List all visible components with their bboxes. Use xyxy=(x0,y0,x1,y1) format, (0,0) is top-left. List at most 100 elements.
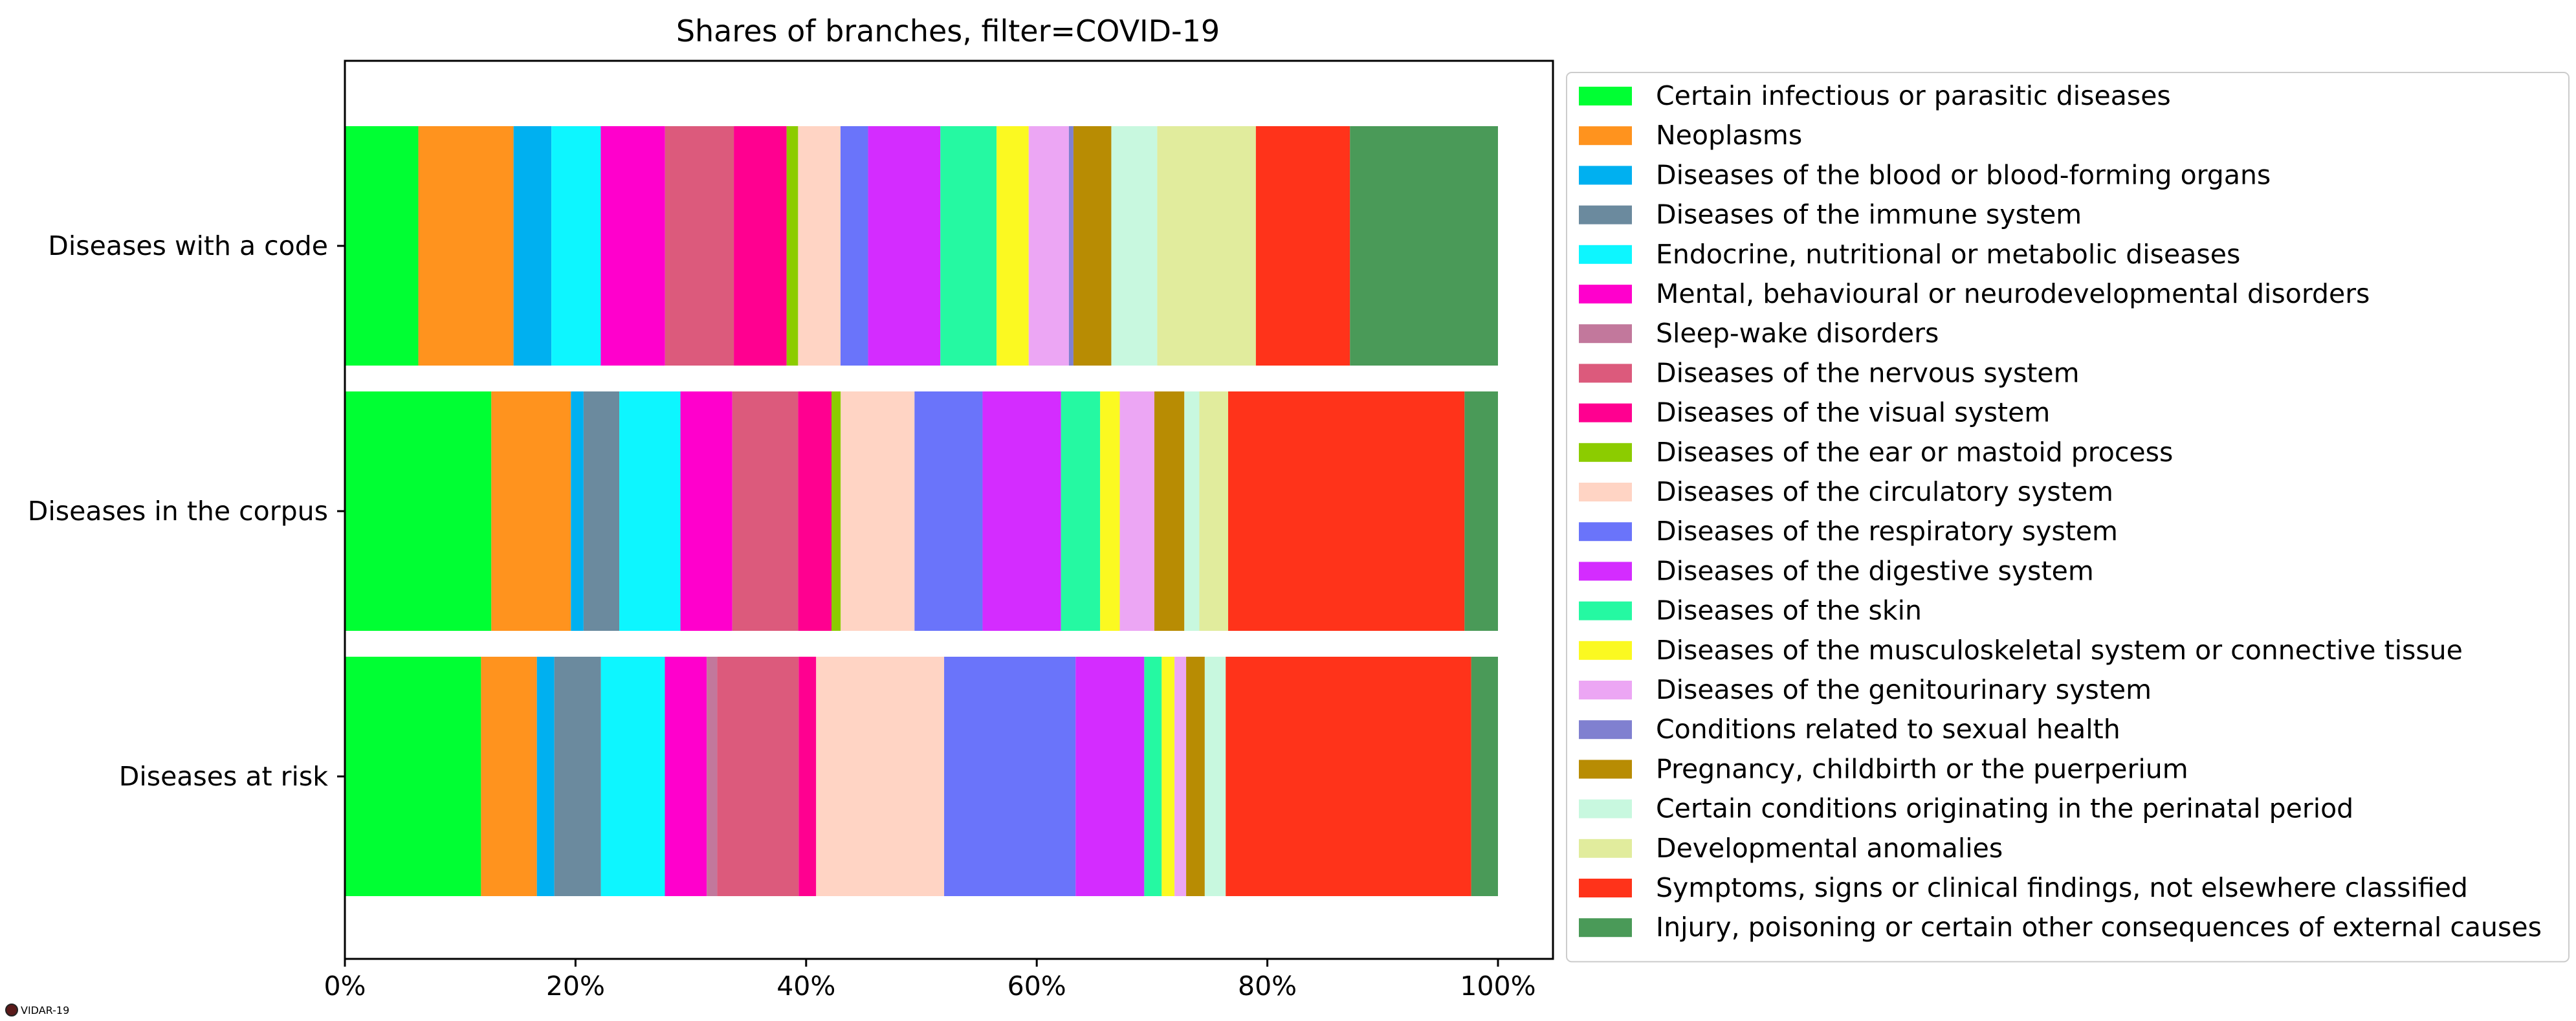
bar-segment-1-21 xyxy=(1464,391,1498,631)
bar-segment-1-2 xyxy=(571,391,584,631)
bar-segment-1-13 xyxy=(1061,391,1101,631)
legend-label: Conditions related to sexual health xyxy=(1656,714,2120,745)
legend-label: Diseases of the circulatory system xyxy=(1656,476,2113,507)
bar-segment-0-19 xyxy=(1157,126,1256,366)
bar-segment-0-14 xyxy=(996,126,1029,366)
bar-segment-2-6 xyxy=(707,657,718,896)
bar-segment-0-12 xyxy=(868,126,941,366)
y-tick-label: Diseases at risk xyxy=(119,761,328,792)
legend-label: Sleep-wake disorders xyxy=(1656,318,1939,349)
watermark-logo-icon xyxy=(5,1004,18,1016)
bar-segment-0-2 xyxy=(513,126,552,366)
legend-swatch xyxy=(1579,918,1632,938)
watermark-text: VIDAR-19 xyxy=(21,1004,69,1016)
bar-segment-2-0 xyxy=(345,657,481,896)
legend-label: Diseases of the skin xyxy=(1656,595,1922,626)
legend-label: Symptoms, signs or clinical findings, no… xyxy=(1656,872,2468,903)
legend-swatch xyxy=(1579,285,1632,303)
bar-segment-0-5 xyxy=(600,126,665,366)
legend: Certain infectious or parasitic diseases… xyxy=(1566,72,2570,963)
x-tick-label: 40% xyxy=(776,971,835,1002)
y-axis: Diseases with a code Diseases in the corp… xyxy=(28,230,345,792)
legend-swatch xyxy=(1579,760,1632,779)
bar-segment-0-21 xyxy=(1350,126,1498,366)
legend-label: Diseases of the visual system xyxy=(1656,397,2050,428)
bar-segment-1-0 xyxy=(345,391,492,631)
legend-swatch xyxy=(1579,562,1632,581)
bar-segment-2-20 xyxy=(1226,657,1471,896)
bar-segment-2-3 xyxy=(554,657,601,896)
legend-label: Diseases of the ear or mastoid process xyxy=(1656,437,2173,468)
bar-segment-0-18 xyxy=(1111,126,1158,366)
bar-segment-2-15 xyxy=(1174,657,1187,896)
bar-segment-1-19 xyxy=(1199,391,1229,631)
bar-segment-1-18 xyxy=(1184,391,1200,631)
legend-swatch xyxy=(1579,641,1632,660)
legend-swatch xyxy=(1579,601,1632,620)
bar-segment-0-1 xyxy=(418,126,514,366)
x-tick-label: 0% xyxy=(324,971,366,1002)
legend-swatch xyxy=(1579,403,1632,423)
x-tick-label: 20% xyxy=(546,971,605,1002)
legend-swatch xyxy=(1579,720,1632,740)
bar-segment-1-14 xyxy=(1100,391,1120,631)
bar-segment-2-5 xyxy=(665,657,707,896)
legend-label: Endocrine, nutritional or metabolic dise… xyxy=(1656,239,2240,270)
legend-label: Developmental anomalies xyxy=(1656,833,2003,864)
legend-swatch xyxy=(1579,879,1632,897)
legend-swatch xyxy=(1579,839,1632,858)
legend-swatch xyxy=(1579,205,1632,225)
legend-label: Mental, behavioural or neurodevelopmenta… xyxy=(1656,278,2370,309)
bar-segment-1-10 xyxy=(841,391,915,631)
bar-segment-2-14 xyxy=(1161,657,1175,896)
y-tick-label: Diseases with a code xyxy=(48,230,328,261)
bar-segment-2-13 xyxy=(1144,657,1162,896)
legend-swatch xyxy=(1579,87,1632,105)
legend-label: Diseases of the genitourinary system xyxy=(1656,674,2152,705)
bar-segment-2-10 xyxy=(816,657,945,896)
legend-label: Diseases of the respiratory system xyxy=(1656,516,2118,547)
bar-segment-2-4 xyxy=(600,657,665,896)
bar-segment-2-21 xyxy=(1471,657,1498,896)
bar-segment-0-11 xyxy=(840,126,868,366)
bar-segment-1-20 xyxy=(1228,391,1465,631)
bar-segment-1-7 xyxy=(732,391,798,631)
bar-segment-0-8 xyxy=(734,126,787,366)
bar-segment-0-10 xyxy=(798,126,841,366)
bar-segment-0-0 xyxy=(345,126,419,366)
bar-segment-2-12 xyxy=(1075,657,1145,896)
legend-swatch xyxy=(1579,522,1632,542)
legend-swatch xyxy=(1579,166,1632,185)
legend-label: Diseases of the nervous system xyxy=(1656,357,2080,388)
legend-label: Neoplasms xyxy=(1656,120,1802,151)
bar-segment-0-13 xyxy=(940,126,997,366)
plot-frame xyxy=(344,60,1554,960)
bar-segment-2-11 xyxy=(944,657,1076,896)
bar-segment-1-11 xyxy=(914,391,983,631)
bar-segment-0-20 xyxy=(1255,126,1350,366)
bar-segment-0-17 xyxy=(1073,126,1112,366)
legend-swatch xyxy=(1579,126,1632,146)
bar-segment-2-7 xyxy=(717,657,799,896)
legend-swatch xyxy=(1579,799,1632,818)
bar-segment-1-9 xyxy=(831,391,841,631)
bar-segment-1-1 xyxy=(491,391,571,631)
legend-swatch xyxy=(1579,443,1632,462)
bar-segment-0-4 xyxy=(551,126,601,366)
legend-label: Diseases of the musculoskeletal system o… xyxy=(1656,635,2463,666)
bar-segment-0-15 xyxy=(1028,126,1069,366)
x-tick-label: 100% xyxy=(1460,971,1536,1002)
y-tick-label: Diseases in the corpus xyxy=(28,496,328,527)
watermark: VIDAR-19 xyxy=(5,1004,69,1016)
plot-area xyxy=(345,126,1498,896)
legend-label: Certain conditions originating in the pe… xyxy=(1656,793,2353,824)
legend-swatch xyxy=(1579,364,1632,383)
legend-label: Pregnancy, childbirth or the puerperium xyxy=(1656,753,2188,784)
legend-swatch xyxy=(1579,483,1632,501)
bar-segment-2-1 xyxy=(481,657,537,896)
legend-label: Certain infectious or parasitic diseases xyxy=(1656,80,2171,111)
bar-segment-1-3 xyxy=(583,391,620,631)
bar-segment-1-4 xyxy=(619,391,681,631)
chart-title: Shares of branches, filter=COVID-19 xyxy=(676,14,1220,49)
bar-segment-0-9 xyxy=(786,126,798,366)
